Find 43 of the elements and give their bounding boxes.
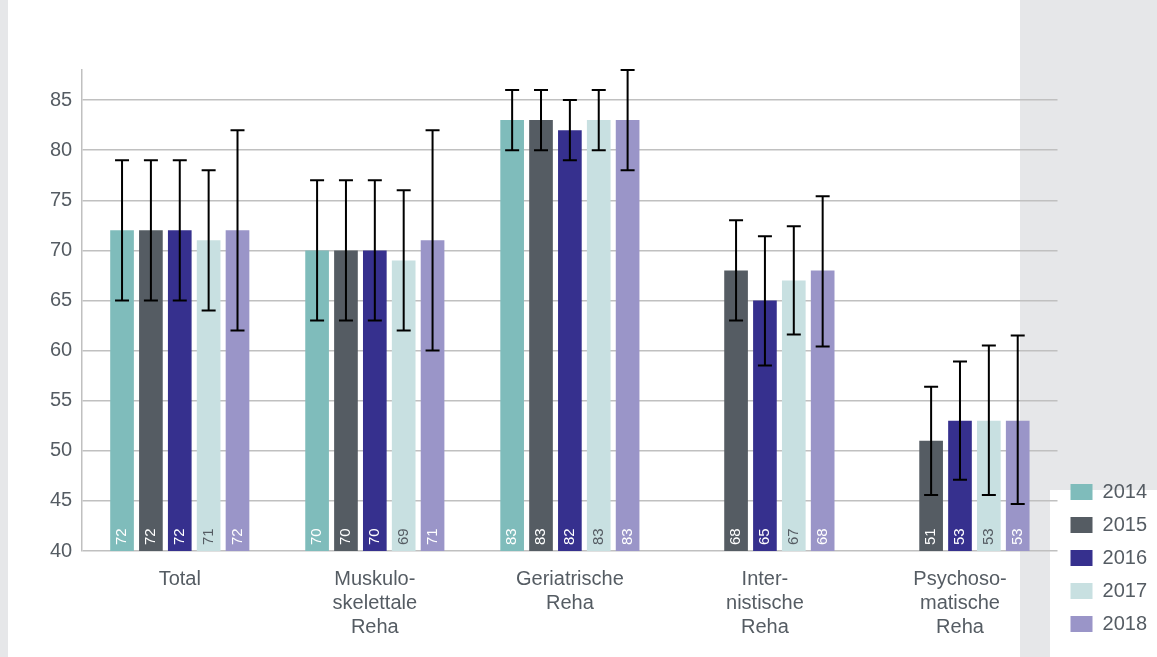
y-tick-label: 80 <box>50 137 73 160</box>
data-label: 69 <box>393 528 411 545</box>
y-tick-label: 40 <box>50 538 73 561</box>
data-label: 70 <box>364 528 382 545</box>
y-tick-label: 85 <box>50 87 73 110</box>
data-label: 70 <box>336 528 354 545</box>
y-tick-label: 50 <box>50 438 73 461</box>
y-tick-label: 55 <box>50 388 73 411</box>
x-tick-label: Muskulo- skelettale Reha <box>332 566 418 637</box>
data-label: 51 <box>921 528 939 545</box>
data-label: 83 <box>531 528 549 545</box>
x-tick-label: Psychoso- matische Reha <box>913 566 1007 637</box>
y-tick-label: 60 <box>50 338 73 361</box>
data-label: 72 <box>112 528 130 545</box>
legend-label: 2018 <box>1102 611 1148 634</box>
y-tick-label: 70 <box>50 237 73 260</box>
y-tick-label: 65 <box>50 287 73 310</box>
x-tick-label: Inter- nistische Reha <box>726 566 804 637</box>
y-tick-label: 75 <box>50 187 73 210</box>
data-label: 83 <box>617 528 635 545</box>
legend-label: 2014 <box>1102 479 1148 502</box>
data-label: 65 <box>755 528 773 545</box>
data-label: 83 <box>502 528 520 545</box>
data-label: 71 <box>422 528 440 545</box>
legend-label: 2015 <box>1102 512 1148 535</box>
x-tick-label: Total <box>158 566 201 589</box>
data-label: 72 <box>169 528 187 545</box>
y-tick-label: 45 <box>50 488 73 511</box>
data-label: 72 <box>227 528 245 545</box>
data-label: 53 <box>978 528 996 545</box>
data-label: 68 <box>726 528 744 545</box>
data-label: 72 <box>141 528 159 545</box>
legend-label: 2017 <box>1102 578 1148 601</box>
legend-label: 2016 <box>1102 545 1148 568</box>
data-label: 82 <box>560 528 578 545</box>
data-label: 71 <box>198 528 216 545</box>
data-label: 53 <box>1007 528 1025 545</box>
data-label: 70 <box>307 528 325 545</box>
data-label: 83 <box>588 528 606 545</box>
data-label: 53 <box>950 528 968 545</box>
x-tick-label: Geriatrische Reha <box>515 566 624 613</box>
data-label: 67 <box>783 528 801 545</box>
data-label: 68 <box>812 528 830 545</box>
